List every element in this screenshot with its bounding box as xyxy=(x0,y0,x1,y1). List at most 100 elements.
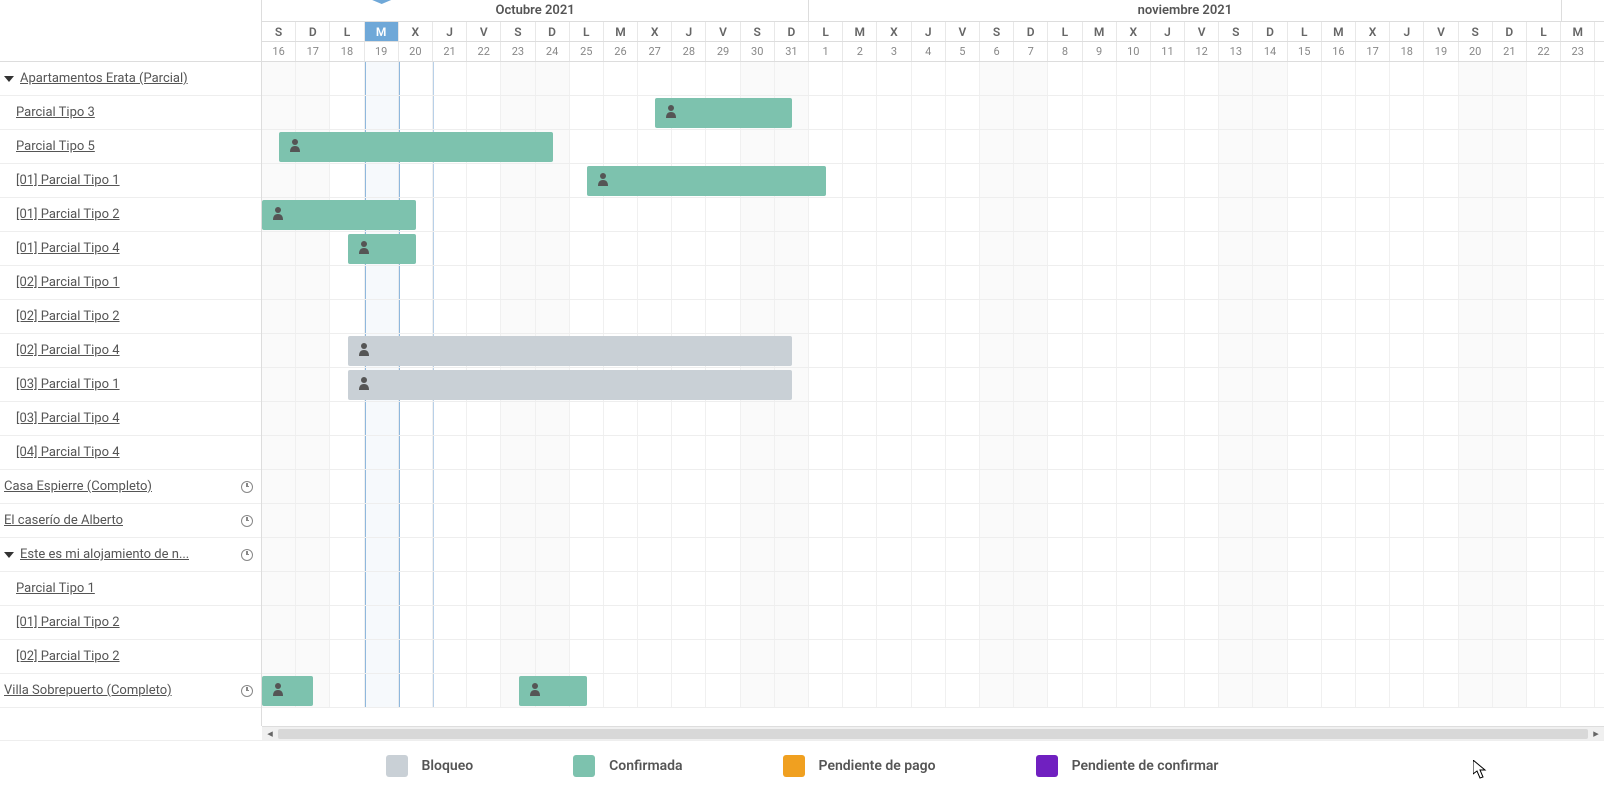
booking-blocked[interactable] xyxy=(348,370,793,400)
timeline-cell[interactable] xyxy=(638,606,672,639)
timeline-cell[interactable] xyxy=(570,96,604,129)
timeline-cell[interactable] xyxy=(1048,436,1082,469)
timeline-cell[interactable] xyxy=(536,504,570,537)
daynum-cell[interactable]: 8 xyxy=(1048,42,1082,61)
timeline-cell[interactable] xyxy=(980,130,1014,163)
timeline-cell[interactable] xyxy=(741,538,775,571)
timeline-cell[interactable] xyxy=(980,300,1014,333)
timeline-cell[interactable] xyxy=(1185,470,1219,503)
timeline-cell[interactable] xyxy=(706,232,740,265)
timeline-cell[interactable] xyxy=(1014,436,1048,469)
timeline-cell[interactable] xyxy=(604,640,638,673)
timeline-cell[interactable] xyxy=(330,640,364,673)
timeline-cell[interactable] xyxy=(912,130,946,163)
timeline-cell[interactable] xyxy=(1151,300,1185,333)
timeline-cell[interactable] xyxy=(536,232,570,265)
timeline-cell[interactable] xyxy=(1561,504,1595,537)
timeline-cell[interactable] xyxy=(912,96,946,129)
timeline-cell[interactable] xyxy=(946,504,980,537)
timeline-cell[interactable] xyxy=(980,232,1014,265)
timeline-cell[interactable] xyxy=(1048,538,1082,571)
timeline-cell[interactable] xyxy=(1424,232,1458,265)
timeline-cell[interactable] xyxy=(1151,504,1185,537)
property-row[interactable]: Casa Espierre (Completo) xyxy=(0,470,261,504)
timeline-cell[interactable] xyxy=(912,402,946,435)
timeline-cell[interactable] xyxy=(399,266,433,299)
property-row[interactable]: Parcial Tipo 5 xyxy=(0,130,261,164)
timeline-cell[interactable] xyxy=(330,402,364,435)
timeline-cell[interactable] xyxy=(843,606,877,639)
timeline-cell[interactable] xyxy=(296,368,330,401)
timeline-cell[interactable] xyxy=(1356,232,1390,265)
timeline-cell[interactable] xyxy=(1322,606,1356,639)
timeline-cell[interactable] xyxy=(706,300,740,333)
timeline-cell[interactable] xyxy=(330,470,364,503)
daynum-cell[interactable]: 23 xyxy=(501,42,535,61)
timeline-cell[interactable] xyxy=(809,266,843,299)
timeline-cell[interactable] xyxy=(1288,130,1322,163)
daynum-cell[interactable]: 11 xyxy=(1151,42,1185,61)
timeline-cell[interactable] xyxy=(296,538,330,571)
timeline-cell[interactable] xyxy=(1288,640,1322,673)
property-label[interactable]: [03] Parcial Tipo 1 xyxy=(16,377,120,392)
timeline-cell[interactable] xyxy=(1083,164,1117,197)
timeline-cell[interactable] xyxy=(843,164,877,197)
timeline-cell[interactable] xyxy=(1424,130,1458,163)
timeline-cell[interactable] xyxy=(1322,96,1356,129)
property-label[interactable]: [01] Parcial Tipo 1 xyxy=(16,173,120,188)
timeline-cell[interactable] xyxy=(467,538,501,571)
timeline-cell[interactable] xyxy=(501,402,535,435)
timeline-cell[interactable] xyxy=(912,572,946,605)
timeline-cell[interactable] xyxy=(536,606,570,639)
timeline-cell[interactable] xyxy=(912,674,946,707)
timeline-cell[interactable] xyxy=(1288,606,1322,639)
timeline-cell[interactable] xyxy=(536,198,570,231)
timeline-cell[interactable] xyxy=(1253,164,1287,197)
timeline-cell[interactable] xyxy=(980,436,1014,469)
timeline-cell[interactable] xyxy=(1219,368,1253,401)
timeline-cell[interactable] xyxy=(1356,164,1390,197)
scroll-left-icon[interactable]: ◂ xyxy=(264,728,276,740)
timeline-cell[interactable] xyxy=(1424,538,1458,571)
timeline-cell[interactable] xyxy=(536,96,570,129)
timeline-cell[interactable] xyxy=(1219,572,1253,605)
timeline-cell[interactable] xyxy=(570,538,604,571)
timeline-cell[interactable] xyxy=(1322,538,1356,571)
timeline-cell[interactable] xyxy=(809,300,843,333)
property-row[interactable]: [03] Parcial Tipo 1 xyxy=(0,368,261,402)
timeline-cell[interactable] xyxy=(399,674,433,707)
timeline-cell[interactable] xyxy=(1014,470,1048,503)
timeline-cell[interactable] xyxy=(467,606,501,639)
timeline-cell[interactable] xyxy=(501,640,535,673)
daynum-cell[interactable]: 1 xyxy=(809,42,843,61)
timeline-cell[interactable] xyxy=(536,402,570,435)
timeline-cell[interactable] xyxy=(296,96,330,129)
timeline-cell[interactable] xyxy=(1185,572,1219,605)
booking-confirmed[interactable] xyxy=(348,234,416,264)
timeline-cell[interactable] xyxy=(1459,96,1493,129)
timeline-cell[interactable] xyxy=(809,62,843,95)
timeline-cell[interactable] xyxy=(1048,62,1082,95)
timeline-cell[interactable] xyxy=(1288,334,1322,367)
timeline-cell[interactable] xyxy=(741,402,775,435)
timeline-cell[interactable] xyxy=(1185,198,1219,231)
timeline-cell[interactable] xyxy=(501,436,535,469)
timeline-cell[interactable] xyxy=(775,538,809,571)
timeline-cell[interactable] xyxy=(706,266,740,299)
timeline-cell[interactable] xyxy=(877,674,911,707)
daynum-cell[interactable]: 13 xyxy=(1219,42,1253,61)
timeline-cell[interactable] xyxy=(946,368,980,401)
timeline-cell[interactable] xyxy=(262,96,296,129)
daynum-cell[interactable]: 21 xyxy=(1493,42,1527,61)
timeline-cell[interactable] xyxy=(1322,62,1356,95)
timeline-cell[interactable] xyxy=(1424,674,1458,707)
timeline-cell[interactable] xyxy=(433,164,467,197)
timeline-cell[interactable] xyxy=(980,470,1014,503)
timeline-cell[interactable] xyxy=(296,266,330,299)
timeline-cell[interactable] xyxy=(1561,334,1595,367)
timeline-cell[interactable] xyxy=(296,606,330,639)
timeline-row[interactable] xyxy=(262,334,1604,368)
timeline-cell[interactable] xyxy=(1014,402,1048,435)
timeline-cell[interactable] xyxy=(1253,198,1287,231)
timeline-cell[interactable] xyxy=(1356,674,1390,707)
